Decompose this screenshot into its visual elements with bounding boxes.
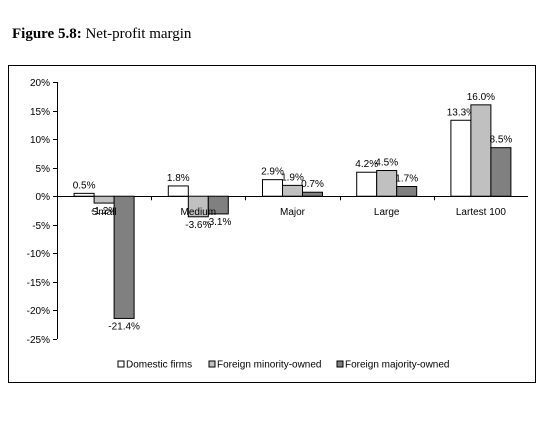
bar [450, 119, 472, 197]
y-tick-label: 0% [36, 192, 51, 203]
legend-entry: Foreign majority-owned [345, 360, 450, 371]
data-label: 2.9% [261, 167, 284, 178]
bar [113, 195, 135, 319]
x-category-label: Major [280, 207, 306, 218]
data-label: 1.9% [281, 172, 304, 183]
chart-frame [8, 65, 536, 383]
data-label: -1.2% [91, 206, 117, 217]
data-label: 16.0% [467, 92, 495, 103]
y-tick-label: 15% [30, 107, 50, 118]
figure-label: Figure 5.8: [12, 26, 82, 42]
bar [302, 191, 323, 197]
figure-caption: Net-profit margin [85, 26, 192, 42]
bar [207, 195, 229, 215]
legend-entry: Domestic firms [126, 360, 192, 371]
data-label: 4.2% [355, 159, 378, 170]
data-label: 1.7% [395, 174, 418, 185]
bar [282, 184, 303, 197]
legend-entry: Foreign minority-owned [217, 360, 322, 371]
legend-swatch [117, 360, 125, 368]
bar [376, 170, 398, 197]
data-label: 1.8% [167, 173, 190, 184]
data-label: 0.5% [73, 180, 96, 191]
y-tick-label: 5% [36, 164, 51, 175]
data-label: 13.3% [447, 107, 475, 118]
bar [396, 186, 418, 197]
y-tick-label: -15% [27, 278, 50, 289]
y-tick-label: 10% [30, 135, 50, 146]
bar [470, 104, 492, 197]
data-label: 4.5% [375, 158, 398, 169]
x-category-label: Large [374, 207, 400, 218]
x-category-label: Medium [181, 207, 217, 218]
y-tick-label: -25% [27, 335, 50, 346]
legend-swatch [336, 360, 344, 368]
x-category-label: Lartest 100 [456, 207, 506, 218]
figure-title: Figure 5.8: Net-profit margin [12, 26, 191, 43]
bar [73, 192, 95, 197]
y-tick-label: 20% [30, 78, 50, 89]
bar [167, 185, 189, 197]
data-label: -3.1% [205, 217, 231, 228]
bar [490, 147, 512, 197]
bar [93, 195, 115, 204]
legend-swatch [208, 360, 216, 368]
x-category-label: Small [92, 207, 117, 218]
y-tick-label: -5% [32, 221, 50, 232]
bar [356, 171, 378, 197]
y-tick-label: -10% [27, 249, 50, 260]
data-label: 0.7% [301, 179, 324, 190]
data-label: 8.5% [490, 135, 513, 146]
data-label: -21.4% [108, 321, 140, 332]
data-label: -3.6% [185, 220, 211, 231]
bar [262, 179, 283, 197]
y-tick-label: -20% [27, 306, 50, 317]
